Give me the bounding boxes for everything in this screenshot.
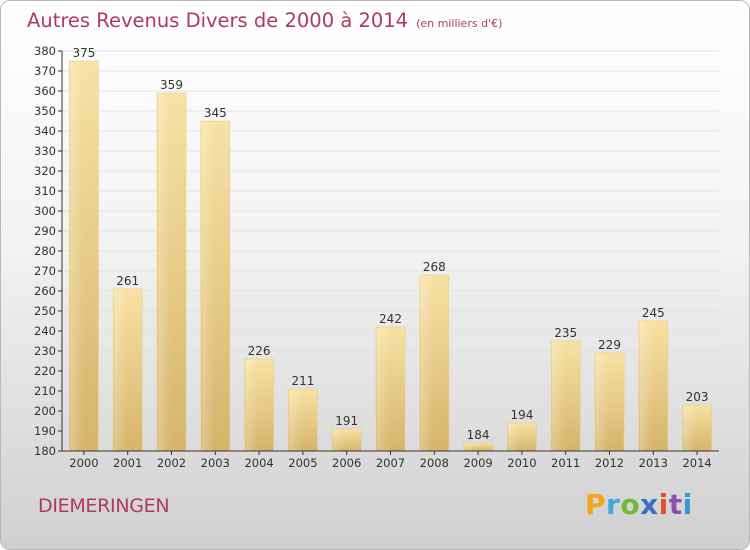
data-label: 191 [335,414,358,428]
y-tick-label: 370 [34,64,56,78]
x-tick-label: 2002 [157,456,186,470]
y-tick-label: 290 [34,224,56,238]
data-label: 245 [642,306,665,320]
data-label: 211 [291,374,314,388]
x-axis: 2000 2001 2002 2003 2004 2005 2006 2007 2008 2009… [62,450,719,470]
y-tick-label: 200 [34,404,56,418]
y-tick-label: 240 [34,324,56,338]
data-label: 261 [116,274,139,288]
y-tick-label: 250 [34,304,56,318]
data-label: 359 [160,78,183,92]
y-tick-label: 300 [34,204,56,218]
x-tick-label: 2004 [244,456,273,470]
bar-highlight [158,94,172,451]
y-tick-label: 320 [34,164,56,178]
y-tick-label: 280 [34,244,56,258]
x-tick-label: 2009 [463,456,492,470]
y-tick-label: 210 [34,384,56,398]
data-labels: 375 261 359 345 226 211 191 242 268 184 194 235 229 2… [72,46,708,442]
y-tick-label: 190 [34,424,56,438]
data-label: 194 [510,408,533,422]
x-tick-label: 2011 [551,456,580,470]
bar-highlight [508,424,522,451]
proxiti-logo: Proxiti [585,488,693,521]
y-tick-label: 230 [34,344,56,358]
bar-highlight [333,430,347,451]
bar-highlight [70,62,84,451]
bars [69,60,712,452]
y-tick-label: 330 [34,144,56,158]
y-tick-label: 350 [34,104,56,118]
bar-highlight [289,390,303,451]
y-tick-label: 360 [34,84,56,98]
bar-highlight [420,276,434,451]
x-tick-label: 2013 [639,456,668,470]
chart-unit-note: (en milliers d'€) [416,17,503,30]
x-tick-label: 2012 [595,456,624,470]
bar-highlight [377,328,391,451]
x-tick-label: 2010 [507,456,536,470]
bar-highlight [245,360,259,451]
x-tick-label: 2001 [113,456,142,470]
chart-title-text: Autres Revenus Divers de 2000 à 2014 [27,9,409,32]
y-tick-label: 180 [34,444,56,458]
y-tick-label: 380 [34,44,56,58]
bar-highlight [201,122,215,451]
y-tick-label: 310 [34,184,56,198]
y-tick-label: 340 [34,124,56,138]
location-label: DIEMERINGEN [38,495,170,517]
y-tick-label: 260 [34,284,56,298]
data-label: 184 [467,428,490,442]
x-tick-label: 2000 [69,456,98,470]
bar-highlight [552,342,566,451]
bar-highlight [683,406,697,451]
x-tick-label: 2008 [420,456,449,470]
chart-title: Autres Revenus Divers de 2000 à 2014 (en … [27,9,502,32]
bar-highlight [596,354,610,451]
data-label: 203 [686,390,709,404]
data-label: 229 [598,338,621,352]
x-tick-label: 2014 [682,456,711,470]
bar-highlight [639,322,653,451]
y-tick-label: 220 [34,364,56,378]
bar-highlight [464,444,478,451]
data-label: 375 [72,46,95,60]
y-tick-label: 270 [34,264,56,278]
y-axis: 180 190 200 210 220 230 240 250 260 270 280 290 300 3… [34,44,63,458]
x-tick-label: 2007 [376,456,405,470]
data-label: 345 [204,106,227,120]
x-tick-label: 2005 [288,456,317,470]
data-label: 226 [248,344,271,358]
data-label: 268 [423,260,446,274]
bar-highlight [114,290,128,451]
data-label: 242 [379,312,402,326]
data-label: 235 [554,326,577,340]
x-tick-label: 2003 [201,456,230,470]
x-tick-label: 2006 [332,456,361,470]
